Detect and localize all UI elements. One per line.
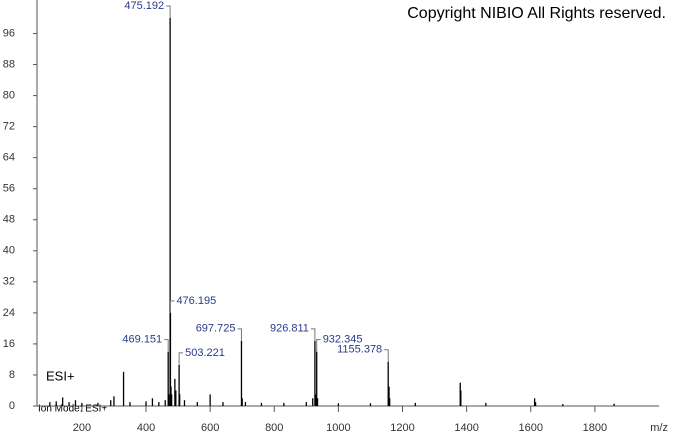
- peak-label: 932.345: [323, 334, 363, 346]
- y-tick-label: 0: [9, 400, 15, 412]
- x-tick-label: 800: [265, 422, 283, 434]
- mode-label: ESI+: [46, 368, 75, 383]
- y-tick-label: 56: [3, 183, 15, 195]
- peak-label: 926.811: [270, 323, 309, 335]
- label-bracket: [169, 300, 175, 313]
- y-tick-label: 80: [3, 90, 15, 102]
- x-tick-label: 1400: [454, 422, 478, 434]
- x-tick-label: 1200: [390, 422, 414, 434]
- x-axis-label: m/z: [650, 422, 668, 434]
- peak-label: 503.221: [185, 347, 225, 359]
- label-bracket: [164, 339, 169, 352]
- y-tick-label: 8: [9, 369, 15, 381]
- label-bracket: [310, 328, 316, 341]
- peak-label: 1155.378: [337, 344, 382, 356]
- label-bracket: [178, 352, 184, 365]
- label-bracket: [316, 339, 321, 352]
- x-tick-label: 1600: [519, 422, 543, 434]
- y-tick-label: 64: [3, 152, 15, 164]
- copyright: Copyright NIBIO All Rights reserved.: [407, 5, 666, 22]
- y-tick-label: 96: [3, 27, 15, 39]
- x-tick-label: 600: [201, 422, 219, 434]
- x-tick-label: 1000: [326, 422, 350, 434]
- x-tick-label: 400: [137, 422, 155, 434]
- x-tick-label: 200: [73, 422, 91, 434]
- x-tick-label: 1800: [583, 422, 607, 434]
- y-tick-label: 16: [3, 338, 15, 350]
- y-tick-label: 40: [3, 245, 15, 257]
- label-bracket: [384, 349, 389, 362]
- y-tick-label: 72: [3, 121, 15, 133]
- ion-mode: Ion Mode: ESI+: [38, 404, 107, 415]
- y-tick-label: 48: [3, 214, 15, 226]
- y-tick-label: 24: [3, 307, 15, 319]
- peak-label: 469.151: [122, 334, 162, 346]
- y-tick-label: 88: [3, 58, 15, 70]
- peak-label: 475.192: [124, 0, 164, 12]
- label-bracket: [237, 328, 242, 341]
- label-bracket: [166, 5, 171, 18]
- y-tick-label: 32: [3, 276, 15, 288]
- peak-label: 697.725: [196, 323, 236, 335]
- peak-label: 476.195: [176, 295, 216, 307]
